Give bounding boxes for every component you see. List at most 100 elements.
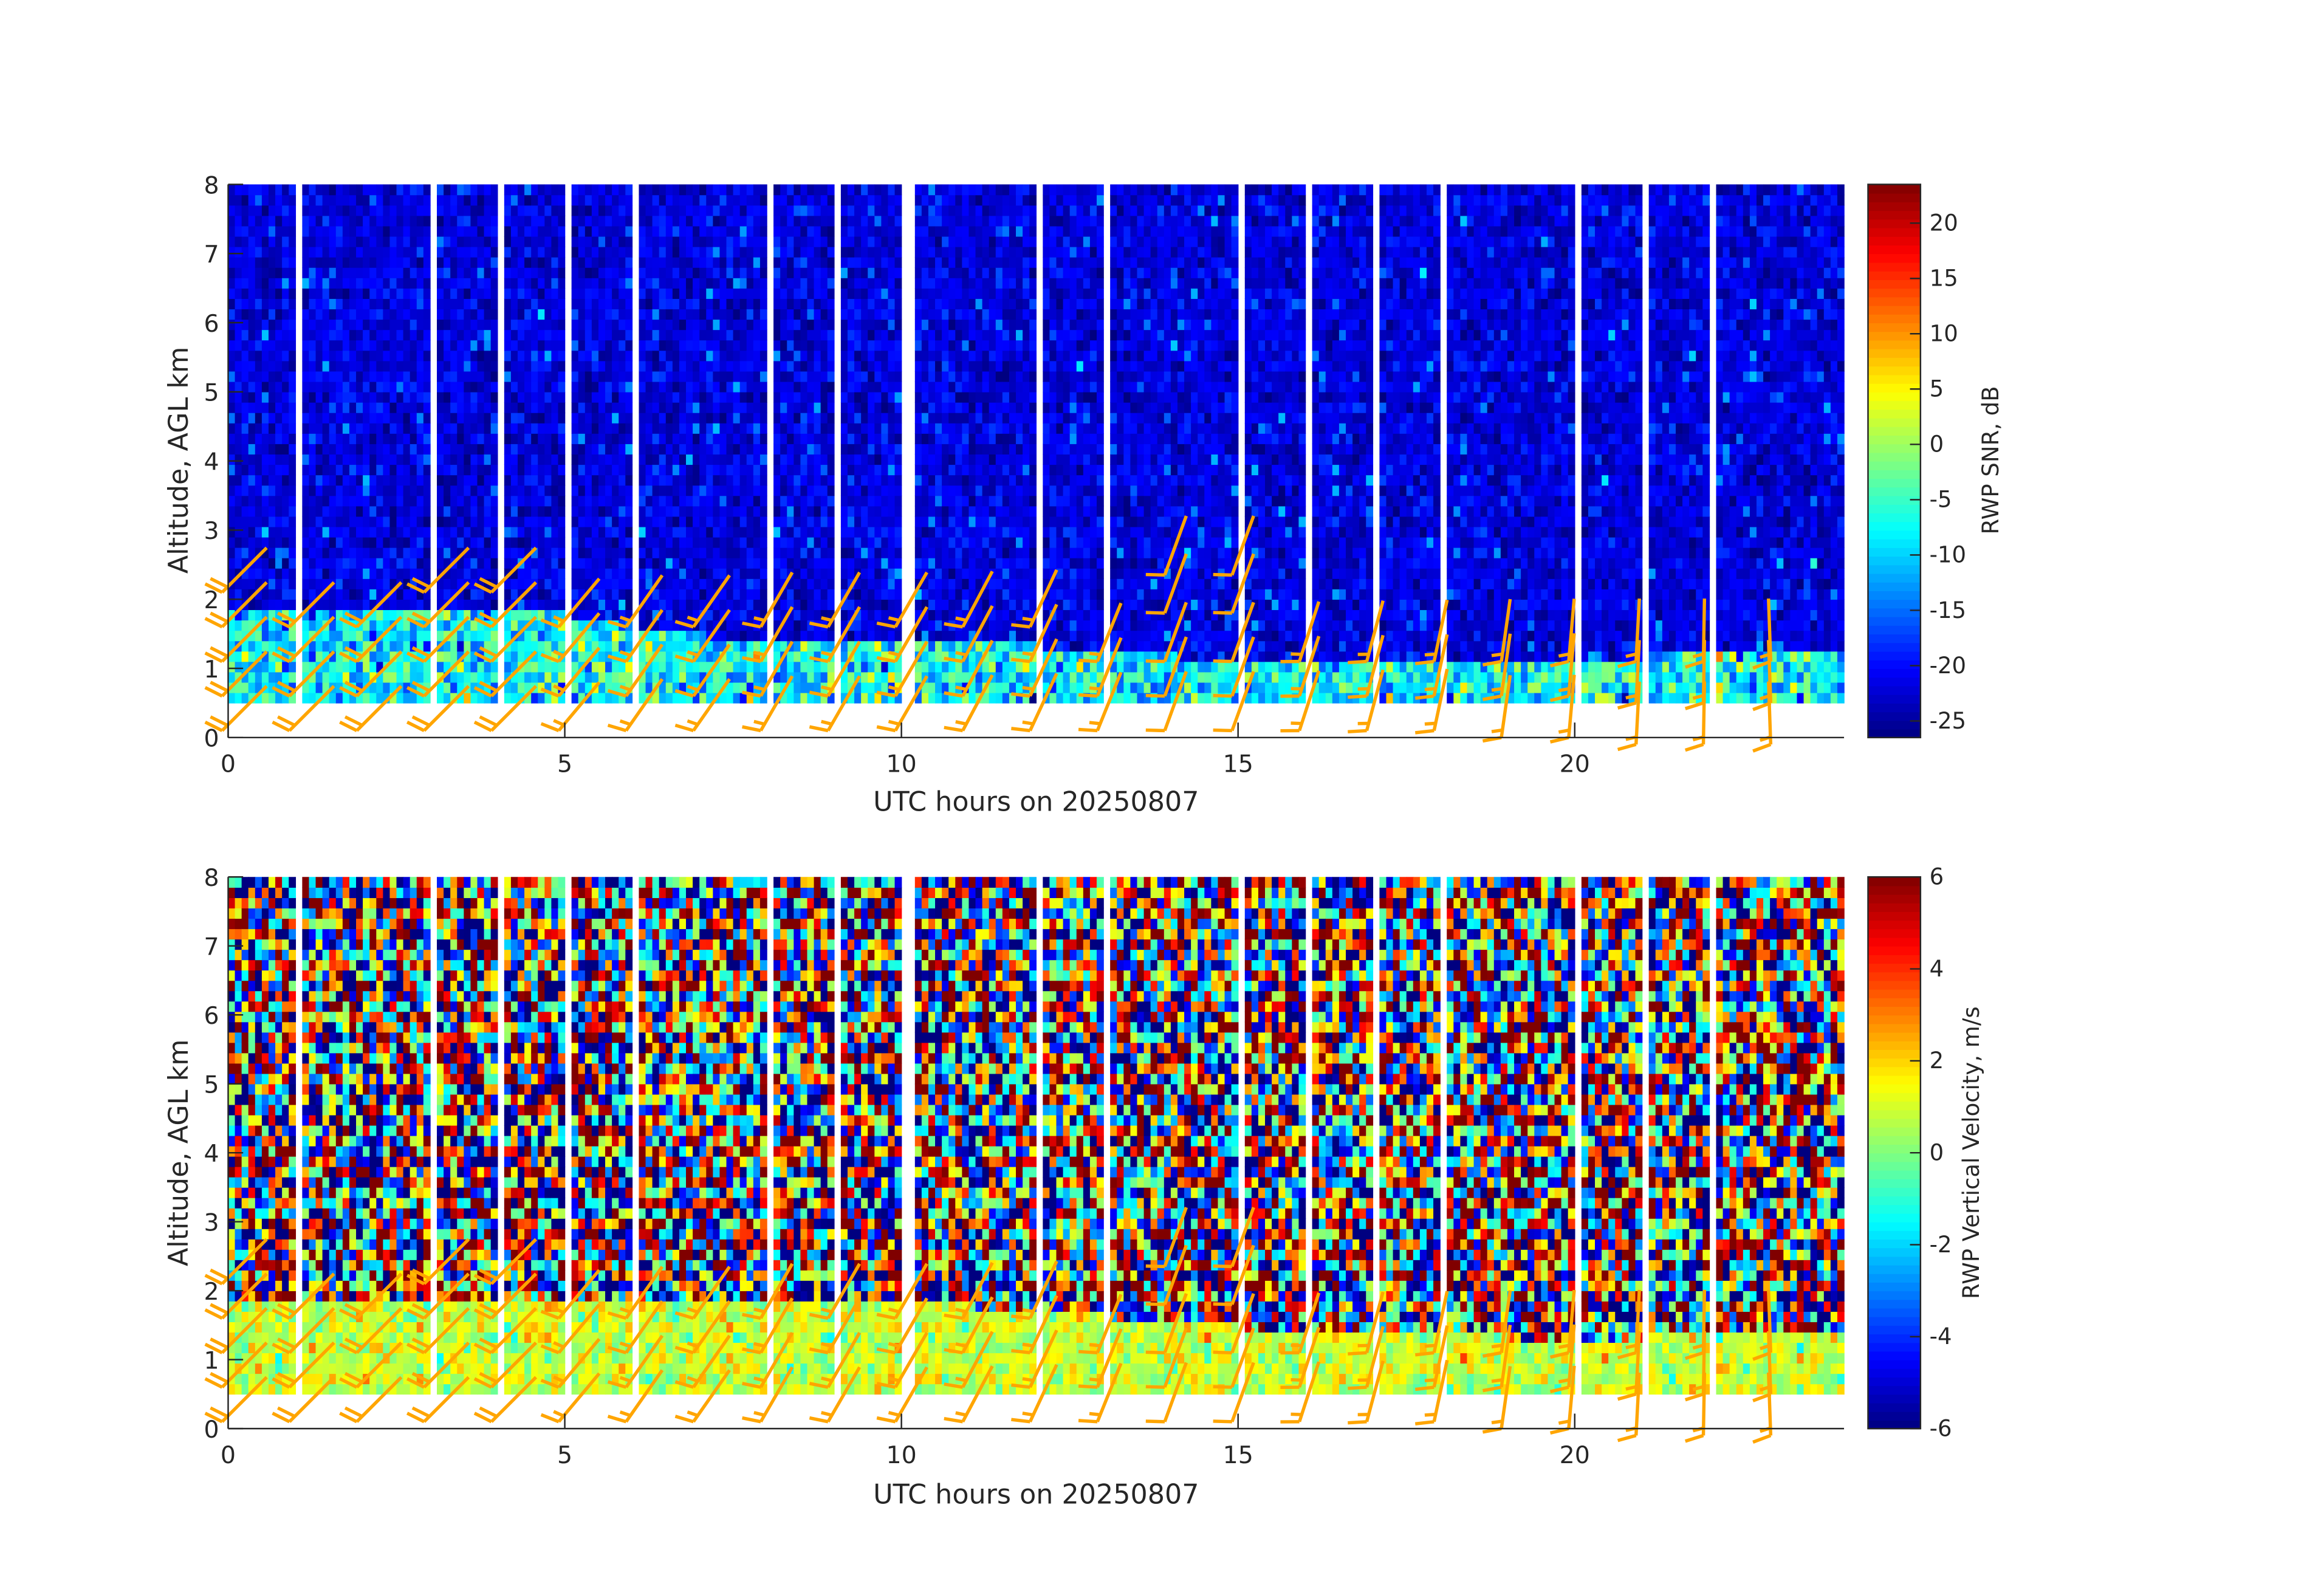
- heatmap-cell: [423, 630, 431, 642]
- heatmap-cell: [363, 526, 370, 538]
- heatmap-cell: [389, 350, 397, 362]
- heatmap-cell: [881, 350, 889, 362]
- heatmap-cell: [268, 692, 276, 704]
- heatmap-cell: [827, 205, 835, 216]
- heatmap-cell: [289, 433, 296, 444]
- heatmap-cell: [814, 557, 821, 569]
- heatmap-cell: [719, 547, 727, 558]
- heatmap-cell: [894, 444, 902, 455]
- heatmap-cell: [753, 651, 761, 662]
- heatmap-cell: [645, 381, 653, 393]
- heatmap-cell: [383, 609, 391, 621]
- heatmap-cell: [780, 267, 787, 278]
- heatmap-cell: [948, 651, 956, 662]
- heatmap-cell: [457, 485, 465, 496]
- heatmap-cell: [464, 246, 471, 258]
- heatmap-cell: [504, 506, 512, 517]
- heatmap-cell: [517, 246, 525, 258]
- heatmap-cell: [329, 350, 337, 362]
- heatmap-cell: [739, 630, 747, 642]
- heatmap-cell: [659, 236, 667, 247]
- heatmap-cell: [558, 412, 566, 424]
- heatmap-cell: [248, 319, 256, 331]
- heatmap-cell: [659, 329, 667, 341]
- heatmap-cell: [235, 329, 242, 341]
- heatmap-cell: [255, 671, 262, 683]
- heatmap-cell: [840, 475, 848, 486]
- heatmap-cell: [948, 319, 956, 331]
- heatmap-cell: [282, 360, 289, 372]
- heatmap-cell: [490, 578, 498, 589]
- heatmap-cell: [820, 692, 828, 704]
- heatmap-cell: [780, 599, 787, 611]
- heatmap-cell: [955, 640, 963, 652]
- heatmap-cell: [275, 319, 283, 331]
- heatmap-cell: [665, 319, 673, 331]
- heatmap-cell: [726, 485, 734, 496]
- heatmap-cell: [450, 464, 458, 476]
- heatmap-cell: [794, 350, 801, 362]
- heatmap-cell: [746, 557, 754, 569]
- heatmap-cell: [248, 640, 256, 652]
- heatmap-cell: [753, 444, 761, 455]
- heatmap-cell: [854, 444, 862, 455]
- heatmap-cell: [948, 360, 956, 372]
- heatmap-cell: [794, 454, 801, 465]
- heatmap-cell: [531, 651, 538, 662]
- heatmap-cell: [706, 215, 714, 227]
- heatmap-cell: [759, 557, 767, 569]
- heatmap-cell: [827, 682, 835, 693]
- heatmap-cell: [719, 599, 727, 611]
- heatmap-cell: [888, 537, 896, 548]
- heatmap-cell: [625, 537, 633, 548]
- heatmap-cell: [739, 475, 747, 486]
- heatmap-cell: [942, 225, 949, 237]
- heatmap-cell: [840, 194, 848, 206]
- heatmap-cell: [510, 309, 518, 320]
- heatmap-cell: [612, 640, 619, 652]
- heatmap-cell: [955, 651, 963, 662]
- heatmap-cell: [248, 381, 256, 393]
- heatmap-cell: [713, 298, 721, 310]
- heatmap-cell: [854, 485, 862, 496]
- heatmap-cell: [363, 444, 370, 455]
- heatmap-cell: [437, 360, 444, 372]
- heatmap-cell: [302, 557, 310, 569]
- heatmap-cell: [315, 246, 323, 258]
- heatmap-cell: [335, 433, 343, 444]
- heatmap-cell: [551, 309, 559, 320]
- heatmap-cell: [840, 184, 848, 196]
- heatmap-cell: [780, 246, 787, 258]
- heatmap-cell: [888, 516, 896, 527]
- heatmap-cell: [605, 329, 612, 341]
- heatmap-cell: [787, 454, 795, 465]
- heatmap-cell: [665, 371, 673, 382]
- heatmap-cell: [524, 599, 532, 611]
- heatmap-cell: [733, 526, 741, 538]
- heatmap-cell: [228, 225, 236, 237]
- heatmap-cell: [282, 256, 289, 268]
- heatmap-cell: [538, 267, 546, 278]
- heatmap-cell: [840, 267, 848, 278]
- heatmap-cell: [335, 516, 343, 527]
- heatmap-cell: [598, 278, 606, 289]
- heatmap-cell: [625, 381, 633, 393]
- heatmap-cell: [248, 692, 256, 704]
- heatmap-cell: [672, 516, 680, 527]
- heatmap-cell: [282, 205, 289, 216]
- heatmap-cell: [255, 381, 262, 393]
- heatmap-cell: [228, 412, 236, 424]
- heatmap-cell: [894, 640, 902, 652]
- heatmap-cell: [645, 412, 653, 424]
- heatmap-cell: [517, 537, 525, 548]
- heatmap-cell: [739, 526, 747, 538]
- heatmap-cell: [942, 433, 949, 444]
- heatmap-cell: [935, 547, 942, 558]
- heatmap-cell: [894, 340, 902, 351]
- heatmap-cell: [356, 589, 363, 600]
- heatmap-cell: [416, 692, 424, 704]
- heatmap-cell: [369, 215, 377, 227]
- heatmap-cell: [693, 340, 700, 351]
- heatmap-cell: [571, 236, 579, 247]
- heatmap-cell: [847, 485, 855, 496]
